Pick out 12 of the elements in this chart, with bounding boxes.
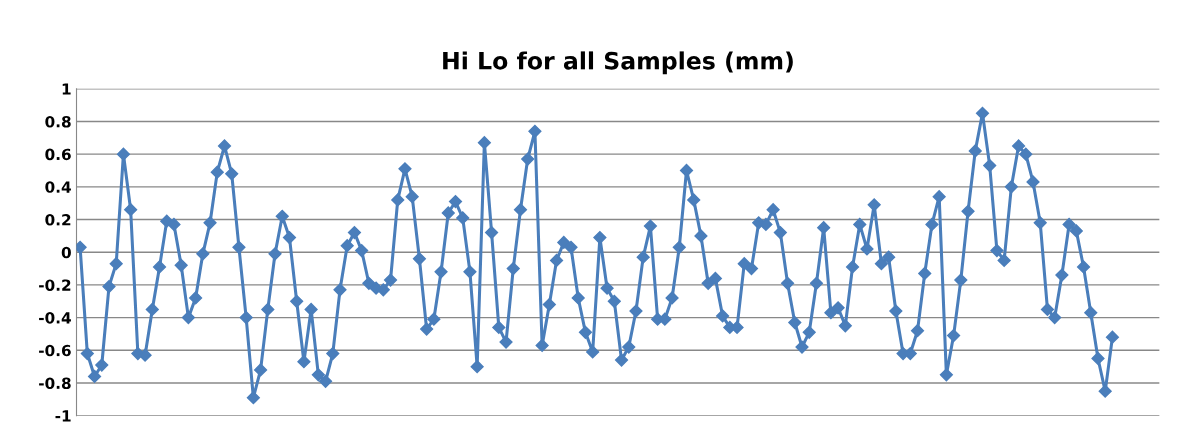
y-tick-label: 0.4 xyxy=(45,181,71,193)
y-tick-label: -0.4 xyxy=(39,312,71,324)
y-tick-label: -1 xyxy=(55,410,71,422)
y-tick-label: -0.6 xyxy=(39,344,71,357)
y-tick-label: 0.8 xyxy=(45,115,71,128)
y-tick-label: 1 xyxy=(62,83,71,95)
y-tick-label: -0.2 xyxy=(39,279,71,291)
y-tick-label: -0.8 xyxy=(39,377,71,390)
y-tick-label: 0.6 xyxy=(45,148,71,161)
chart-title: Hi Lo for all Samples (mm) xyxy=(443,51,793,75)
y-tick-label: 0 xyxy=(61,246,71,259)
y-tick-label: 0.2 xyxy=(45,214,71,226)
